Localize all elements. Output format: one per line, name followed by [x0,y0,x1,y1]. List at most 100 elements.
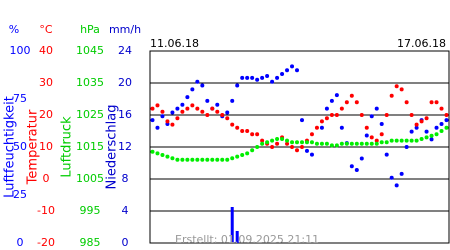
data-point [220,113,225,117]
data-point [334,143,339,148]
data-point [275,141,280,146]
data-point [190,157,195,162]
data-point [409,138,414,143]
footer: Erstellt: 01.09.2025 21:11 [175,233,319,246]
data-point [354,100,359,105]
data-point [359,113,364,117]
data-point [399,138,404,143]
axis-unit: % [9,23,19,36]
data-point [285,68,290,73]
y-tick-label: 995 [80,204,101,217]
data-point [295,68,300,73]
data-point [210,157,215,162]
y-tick-label: 1025 [76,108,104,121]
data-point [245,151,250,156]
data-point [260,141,265,146]
data-point [210,106,215,111]
data-point [374,106,379,111]
data-point [394,183,399,188]
data-point [170,122,175,127]
data-point [165,154,170,159]
data-point [255,145,260,149]
data-point [444,118,449,123]
data-point [295,140,300,145]
data-point [299,145,304,149]
data-point [185,106,190,111]
data-point [339,141,344,146]
data-point [414,125,419,130]
data-point [225,110,230,115]
data-point [354,141,359,146]
data-point [250,148,255,153]
data-point [285,141,290,146]
y-tick-label: 4 [122,204,129,217]
data-point [175,106,180,111]
data-point [424,116,429,121]
data-point [240,153,245,157]
data-point [250,75,255,80]
data-point [309,152,314,157]
data-point [285,138,290,143]
data-point [265,73,270,78]
data-point [359,141,364,146]
data-point [205,113,210,117]
data-point [185,95,190,100]
data-point [309,132,314,137]
data-point [155,151,160,156]
data-point [434,100,439,105]
data-point [299,140,304,145]
data-point [190,103,195,108]
data-point [434,125,439,130]
data-point [240,129,245,133]
y-tick-label: 1015 [76,140,104,153]
y-tick-label: 40 [39,44,53,57]
data-point [339,125,344,130]
data-point [429,100,434,105]
data-point [384,140,389,145]
data-point [389,175,394,180]
data-point [424,129,429,134]
data-point [319,125,324,130]
data-point [314,141,319,146]
data-point [399,87,404,92]
data-point [290,140,295,145]
data-point [280,137,285,141]
y-tick-label: 20 [118,76,132,89]
data-point [180,102,185,107]
axis-unit: mm/h [109,23,141,36]
data-point [290,64,295,69]
data-point [260,75,265,80]
data-point [324,141,329,146]
data-point [379,132,384,137]
data-point [230,98,235,103]
data-point [404,145,409,149]
data-point [424,135,429,140]
y-tick-label: 16 [118,108,132,121]
data-point [180,157,185,162]
data-point [295,148,300,153]
rain-bar [235,231,239,243]
data-point [299,118,304,123]
data-point [265,140,270,145]
y-tick-label: 0 [122,236,129,249]
data-point [225,157,230,162]
data-point [319,119,324,124]
data-point [160,114,165,119]
y-tick-label: 1005 [76,172,104,185]
data-point [155,103,160,108]
data-point [215,102,220,107]
data-point [354,168,359,173]
data-point [235,125,240,130]
data-point [304,148,309,153]
data-point [349,93,354,98]
data-point [275,137,280,141]
data-point [275,75,280,80]
data-point [384,152,389,157]
axis-unit: hPa [80,23,100,36]
data-point [364,125,369,130]
data-point [409,113,414,117]
data-point [329,143,334,148]
data-point [205,157,210,162]
data-point [309,140,314,145]
